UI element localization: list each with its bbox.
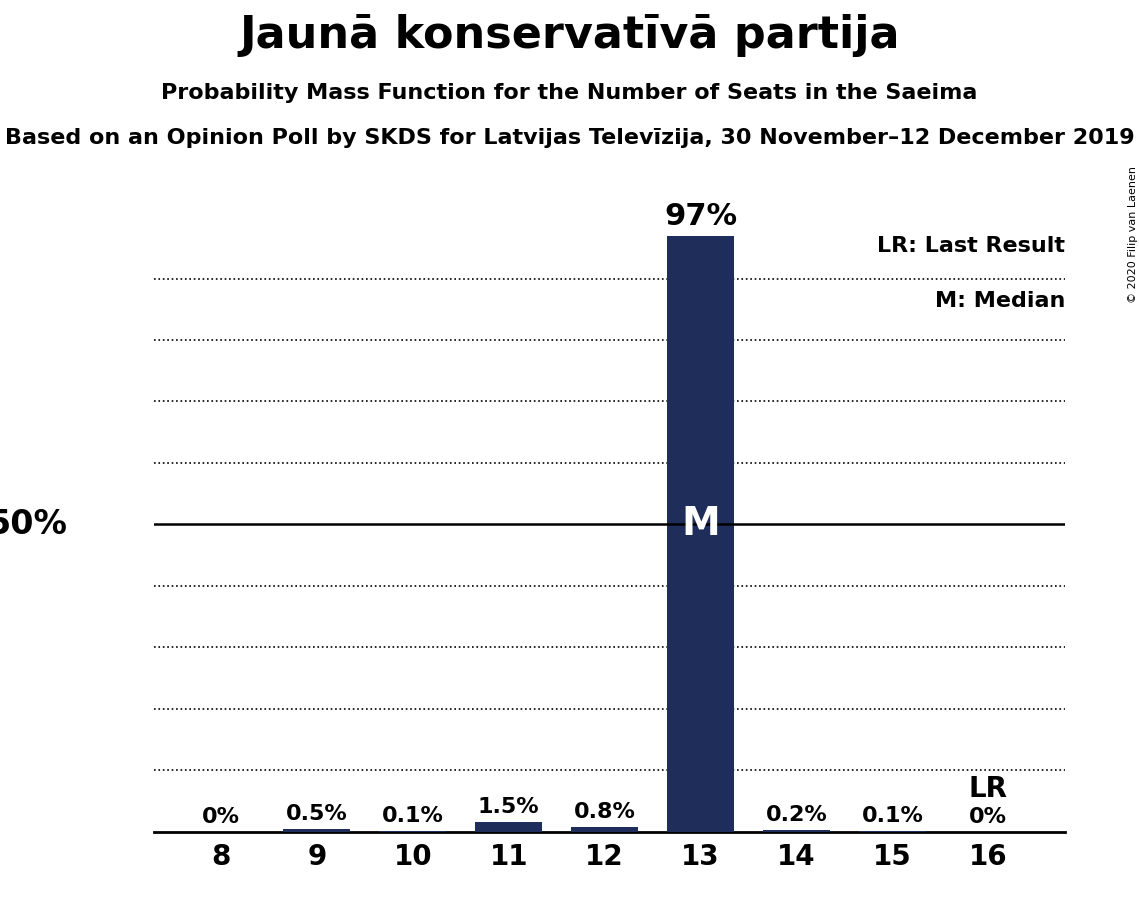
Text: Jaunā konservatīvā partija: Jaunā konservatīvā partija bbox=[239, 14, 900, 57]
Text: M: Median: M: Median bbox=[935, 291, 1065, 310]
Text: LR: LR bbox=[969, 774, 1008, 803]
Bar bbox=[571, 827, 638, 832]
Text: 0%: 0% bbox=[202, 807, 240, 827]
Text: 0.2%: 0.2% bbox=[765, 806, 827, 825]
Text: M: M bbox=[681, 505, 720, 543]
Text: LR: Last Result: LR: Last Result bbox=[877, 236, 1065, 256]
Text: Probability Mass Function for the Number of Seats in the Saeima: Probability Mass Function for the Number… bbox=[162, 83, 977, 103]
Text: 0.5%: 0.5% bbox=[286, 804, 347, 823]
Bar bbox=[284, 829, 351, 832]
Bar bbox=[763, 831, 830, 832]
Text: © 2020 Filip van Laenen: © 2020 Filip van Laenen bbox=[1129, 166, 1138, 303]
Text: 0%: 0% bbox=[969, 807, 1007, 827]
Text: 50%: 50% bbox=[0, 508, 67, 541]
Text: 0.1%: 0.1% bbox=[382, 806, 444, 826]
Text: Based on an Opinion Poll by SKDS for Latvijas Televīzija, 30 November–12 Decembe: Based on an Opinion Poll by SKDS for Lat… bbox=[5, 128, 1134, 148]
Text: 1.5%: 1.5% bbox=[478, 797, 540, 818]
Text: 0.1%: 0.1% bbox=[861, 806, 924, 826]
Text: 0.8%: 0.8% bbox=[574, 802, 636, 821]
Bar bbox=[475, 822, 542, 832]
Bar bbox=[667, 236, 734, 832]
Text: 97%: 97% bbox=[664, 201, 737, 231]
